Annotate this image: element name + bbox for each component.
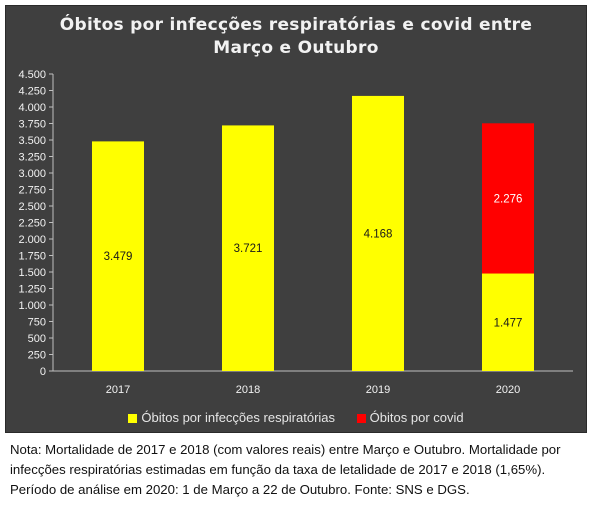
chart-panel: Óbitos por infecções respiratórias e cov…	[5, 5, 587, 433]
chart-legend: Óbitos por infecções respiratórias Óbito…	[6, 410, 586, 425]
legend-label-respiratory: Óbitos por infecções respiratórias	[141, 410, 336, 425]
y-tick-label: 3.000	[18, 168, 46, 180]
y-tick-label: 250	[28, 350, 46, 362]
bar-2020-series-0	[482, 273, 534, 371]
x-tick-label: 2020	[496, 384, 520, 396]
chart-plot: 0 250 500 750 1.000 1.250 1.500 1.750 2.000 2.250…	[18, 69, 573, 396]
y-tick-label: 3.750	[18, 119, 46, 131]
data-label-2019-series-0: 4.168	[364, 228, 393, 240]
y-tick-label: 3.250	[18, 152, 46, 164]
y-tick-label: 500	[28, 333, 46, 345]
y-tick-label: 2.250	[18, 218, 46, 230]
legend-swatch-covid	[356, 414, 366, 423]
y-tick-label: 2.000	[18, 234, 46, 246]
legend-label-covid: Óbitos por covid	[369, 410, 464, 425]
y-tick-label: 3.500	[18, 135, 46, 147]
y-tick-label: 4.500	[18, 69, 46, 81]
bar-2018-series-0	[222, 125, 274, 371]
note-line-3: Período de análise em 2020: 1 de Março a…	[10, 482, 470, 497]
y-tick-label: 1.500	[18, 267, 46, 279]
chart-title-line-2: Março e Outubro	[213, 38, 379, 58]
data-label-2017-series-0: 3.479	[104, 251, 133, 263]
y-tick-label: 2.500	[18, 201, 46, 213]
data-label-2020-series-1: 2.276	[494, 193, 523, 205]
y-tick-label: 750	[28, 317, 46, 329]
bar-2019-series-0	[352, 95, 404, 372]
legend-swatch-respiratory	[128, 414, 138, 423]
x-tick-label: 2017	[106, 384, 130, 396]
y-tick-label: 1.000	[18, 300, 46, 312]
x-tick-label: 2019	[366, 384, 390, 396]
y-tick-label: 2.750	[18, 185, 46, 197]
bar-2017-series-0	[92, 141, 144, 371]
data-label-2018-series-0: 3.721	[234, 243, 263, 255]
y-tick-label: 4.250	[18, 86, 46, 98]
note-line-1: Nota: Mortalidade de 2017 e 2018 (com va…	[10, 442, 561, 457]
bar-2020-series-1	[482, 123, 534, 274]
y-tick-label: 1.750	[18, 251, 46, 263]
y-tick-label: 0	[40, 366, 46, 378]
chart-title-line-1: Óbitos por infecções respiratórias e cov…	[59, 15, 533, 35]
legend-item-covid: Óbitos por covid	[356, 410, 464, 425]
y-tick-label: 1.250	[18, 284, 46, 296]
legend-item-respiratory: Óbitos por infecções respiratórias	[128, 410, 335, 425]
data-label-2020-series-0: 1.477	[494, 317, 523, 329]
x-tick-label: 2018	[236, 384, 260, 396]
note-line-2: infecções respiratórias estimadas em fun…	[10, 462, 546, 477]
y-tick-label: 4.000	[18, 102, 46, 114]
